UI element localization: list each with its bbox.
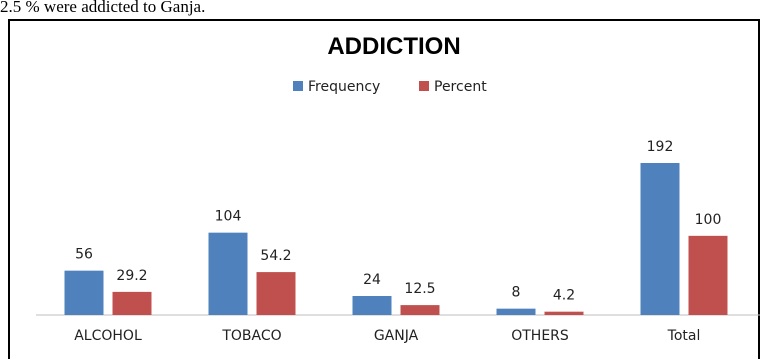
data-label-percent-tobaco: 54.2 [260,248,291,264]
data-label-frequency-others: 8 [512,285,521,301]
chart-title: ADDICTION [327,33,460,60]
x-tick-label-others: OTHERS [511,328,569,344]
bar-percent-alcohol [112,291,152,315]
data-label-percent-total: 100 [695,212,722,228]
legend: Frequency Percent [293,79,487,95]
x-tick-label-total: Total [667,328,701,344]
bar-frequency-total [640,163,680,315]
x-tick-label-ganja: GANJA [374,328,419,344]
bar-frequency-ganja [352,296,392,315]
data-label-percent-alcohol: 29.2 [116,268,147,284]
x-tick-label-tobaco: TOBACO [221,328,281,344]
bar-percent-others [544,311,584,315]
bar-frequency-others [496,308,536,315]
plot-area: 56 29.2 ALCOHOL 104 54.2 TOBACO 24 12.5 GANJA 8 4.… [64,139,728,344]
bar-percent-ganja [400,305,440,315]
data-label-frequency-tobaco: 104 [215,209,242,225]
legend-label-percent: Percent [434,79,487,95]
data-label-frequency-ganja: 24 [363,272,381,288]
data-label-frequency-alcohol: 56 [75,247,93,263]
caption-text: 2.5 % were addicted to Ganja. [0,0,206,16]
legend-swatch-frequency [293,81,303,91]
data-label-percent-others: 4.2 [553,288,575,304]
legend-label-frequency: Frequency [308,79,380,95]
data-label-frequency-total: 192 [647,139,674,155]
data-label-percent-ganja: 12.5 [404,281,435,297]
bar-frequency-tobaco [208,232,248,315]
bar-frequency-alcohol [64,270,104,315]
x-tick-label-alcohol: ALCOHOL [74,328,142,344]
addiction-bar-chart: ADDICTION Frequency Percent 56 29.2 ALCOHO… [36,33,760,344]
bar-percent-total [688,235,728,315]
bar-percent-tobaco [256,272,296,315]
legend-swatch-percent [419,81,429,91]
